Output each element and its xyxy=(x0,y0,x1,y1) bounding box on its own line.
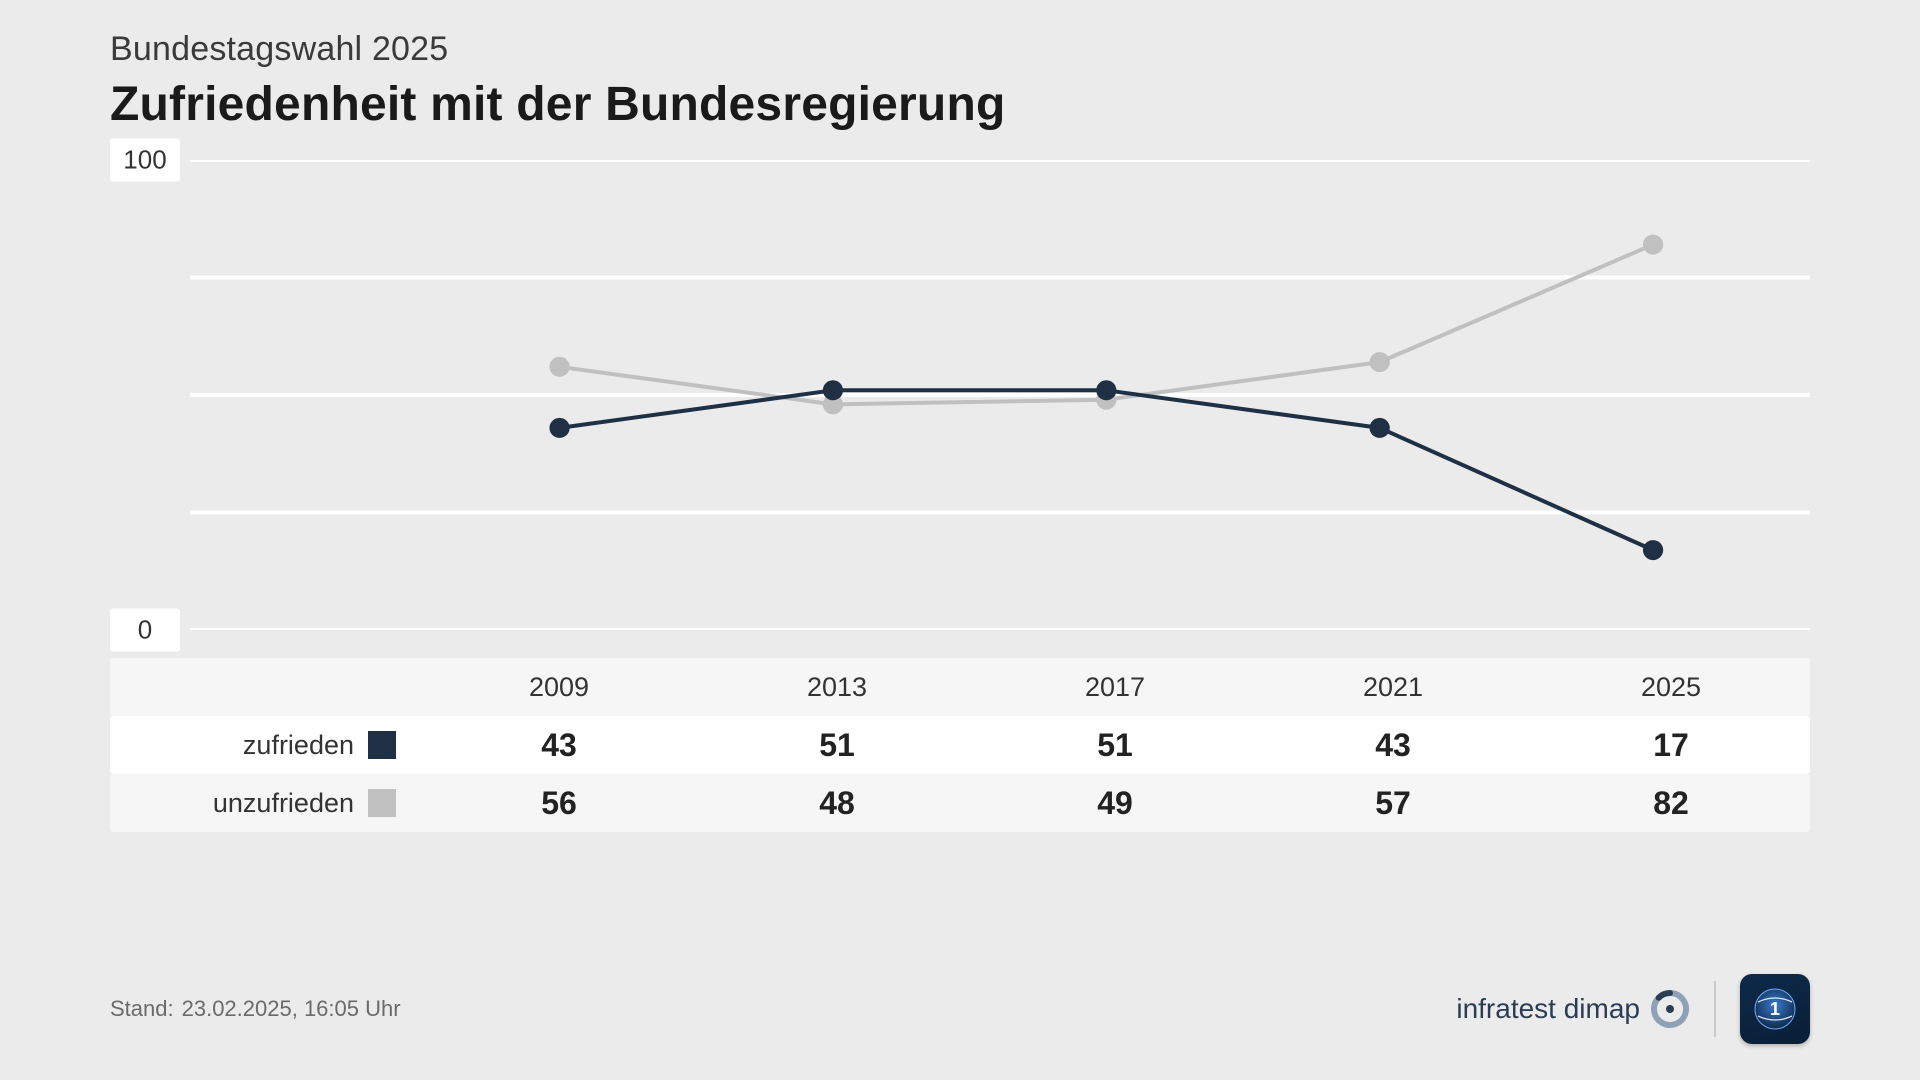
table-cell: 2025 xyxy=(1532,672,1810,703)
data-table: 20092013201720212025 zufrieden 435151431… xyxy=(110,658,1810,832)
table-cell: 49 xyxy=(976,785,1254,822)
table-cell: 2021 xyxy=(1254,672,1532,703)
table-cell: 17 xyxy=(1532,727,1810,764)
dimap-icon xyxy=(1650,989,1690,1029)
swatch-unzufrieden xyxy=(368,789,396,817)
y-axis-tick: 100 xyxy=(110,139,180,182)
table-cell: 48 xyxy=(698,785,976,822)
table-cell: 82 xyxy=(1532,785,1810,822)
table-cell: 43 xyxy=(420,727,698,764)
table-cell: 2013 xyxy=(698,672,976,703)
page-title: Zufriedenheit mit der Bundesregierung xyxy=(110,77,1810,132)
table-cell: 2017 xyxy=(976,672,1254,703)
table-cell: 56 xyxy=(420,785,698,822)
y-axis-tick: 0 xyxy=(110,609,180,652)
svg-text:1: 1 xyxy=(1770,999,1780,1019)
footer: Stand:23.02.2025, 16:05 Uhr infratest di… xyxy=(110,974,1810,1044)
chart-plot-area xyxy=(190,160,1810,630)
table-row-years: 20092013201720212025 xyxy=(110,658,1810,716)
infratest-dimap-logo: infratest dimap xyxy=(1456,989,1690,1029)
timestamp: Stand:23.02.2025, 16:05 Uhr xyxy=(110,996,401,1022)
line-chart: 0100 xyxy=(110,160,1810,630)
table-cell: 51 xyxy=(698,727,976,764)
series-label-unzufrieden: unzufrieden xyxy=(213,788,354,819)
table-cell: 2009 xyxy=(420,672,698,703)
ard-logo: 1 xyxy=(1740,974,1810,1044)
table-row-zufrieden: zufrieden 4351514317 xyxy=(110,716,1810,774)
table-cell: 57 xyxy=(1254,785,1532,822)
table-cell: 43 xyxy=(1254,727,1532,764)
series-label-zufrieden: zufrieden xyxy=(243,730,354,761)
subtitle-text: Bundestagswahl 2025 xyxy=(110,30,1810,69)
swatch-zufrieden xyxy=(368,731,396,759)
table-cell: 51 xyxy=(976,727,1254,764)
table-row-unzufrieden: unzufrieden 5648495782 xyxy=(110,774,1810,832)
